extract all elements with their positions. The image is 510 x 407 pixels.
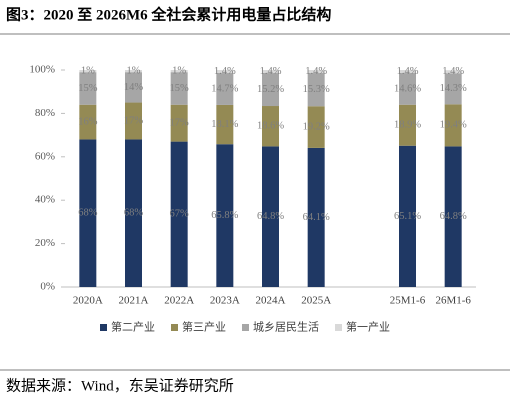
value-label: 68% xyxy=(124,208,144,219)
value-label: 64.8% xyxy=(257,211,284,222)
value-label: 19.2% xyxy=(303,121,330,132)
bar-segment xyxy=(307,147,325,287)
bar-segment xyxy=(79,104,97,140)
x-tick-label: 2024A xyxy=(256,295,286,307)
x-tick-label: 2025A xyxy=(301,295,331,307)
y-tick-label: 20% xyxy=(35,237,55,249)
bar-segment xyxy=(262,106,279,147)
value-label: 18.9% xyxy=(394,120,421,131)
value-label: 16% xyxy=(78,116,98,127)
bar-segment xyxy=(399,70,416,74)
bar-segment xyxy=(170,70,188,73)
value-label: 1% xyxy=(127,65,141,76)
value-label: 64.1% xyxy=(303,212,330,223)
bar-segment xyxy=(307,70,325,74)
y-tick-label: 60% xyxy=(35,150,55,162)
value-label: 15% xyxy=(78,83,98,94)
bar-segment xyxy=(262,70,279,74)
value-label: 14.3% xyxy=(440,83,467,94)
legend-swatch xyxy=(335,324,342,331)
legend-swatch xyxy=(100,324,107,331)
chart-title: 图3：2020 至 2026M6 全社会累计用电量占比结构 xyxy=(6,5,331,23)
legend-swatch xyxy=(242,324,249,331)
value-label: 65.1% xyxy=(394,211,421,222)
bar-segment xyxy=(79,72,97,105)
value-label: 1.4% xyxy=(260,66,282,77)
y-tick-label: 40% xyxy=(35,194,55,206)
value-label: 68% xyxy=(78,208,98,219)
value-label: 1.4% xyxy=(442,66,464,77)
x-tick-label: 26M1-6 xyxy=(435,295,471,307)
value-label: 14% xyxy=(124,82,144,93)
bar-segment xyxy=(399,73,416,105)
y-tick-label: 0% xyxy=(40,281,55,293)
x-tick-label: 2023A xyxy=(210,295,240,307)
legend-label: 城乡居民生活 xyxy=(253,320,319,334)
x-tick-label: 2022A xyxy=(164,295,194,307)
bar-segment xyxy=(399,145,416,287)
value-label: 14.7% xyxy=(211,83,238,94)
bar-segment xyxy=(307,106,325,148)
bar-segment xyxy=(216,144,234,287)
legend-label: 第三产业 xyxy=(182,320,226,334)
value-label: 18.6% xyxy=(257,121,284,132)
legend-label: 第一产业 xyxy=(346,320,390,334)
value-label: 1.4% xyxy=(397,66,419,77)
bar-segment xyxy=(307,73,325,107)
value-label: 1.4% xyxy=(305,66,327,77)
value-label: 67% xyxy=(170,209,190,220)
value-label: 15.2% xyxy=(257,84,284,95)
bar-segment xyxy=(216,73,234,105)
bar-segment xyxy=(216,104,234,145)
y-tick-label: 100% xyxy=(29,64,55,76)
bar-segment xyxy=(444,70,462,74)
value-label: 19.4% xyxy=(440,120,467,131)
source-note: 数据来源：Wind，东吴证券研究所 xyxy=(6,377,234,394)
legend-label: 第二产业 xyxy=(111,320,155,334)
x-tick-label: 2021A xyxy=(119,295,149,307)
bar-segment xyxy=(79,70,97,73)
legend-swatch xyxy=(171,324,178,331)
value-label: 15% xyxy=(170,83,190,94)
value-label: 1% xyxy=(81,65,95,76)
bar-segment xyxy=(399,104,416,146)
bar-segment xyxy=(170,72,188,105)
value-label: 17% xyxy=(170,118,190,129)
bar-segment xyxy=(125,70,142,73)
bar-segment xyxy=(444,73,462,105)
bar-segment xyxy=(125,72,142,103)
bar-segment xyxy=(262,146,279,287)
bar-segment xyxy=(216,70,234,74)
value-label: 14.6% xyxy=(394,83,421,94)
value-label: 64.8% xyxy=(440,211,467,222)
value-label: 1% xyxy=(172,65,186,76)
bar-segment xyxy=(262,73,279,107)
x-tick-label: 2020A xyxy=(73,295,103,307)
bar-segment xyxy=(170,104,188,142)
value-label: 17% xyxy=(124,115,144,126)
bar-segment xyxy=(125,139,142,287)
bar-segment xyxy=(79,139,97,287)
value-label: 18.1% xyxy=(211,119,238,130)
value-label: 1.4% xyxy=(214,66,236,77)
value-label: 15.3% xyxy=(303,84,330,95)
bar-segment xyxy=(170,141,188,287)
value-label: 65.8% xyxy=(211,210,238,221)
bar-segment xyxy=(444,104,462,147)
bar-segment xyxy=(125,102,142,140)
x-tick-label: 25M1-6 xyxy=(390,295,426,307)
y-tick-label: 80% xyxy=(35,107,55,119)
bar-segment xyxy=(444,146,462,287)
